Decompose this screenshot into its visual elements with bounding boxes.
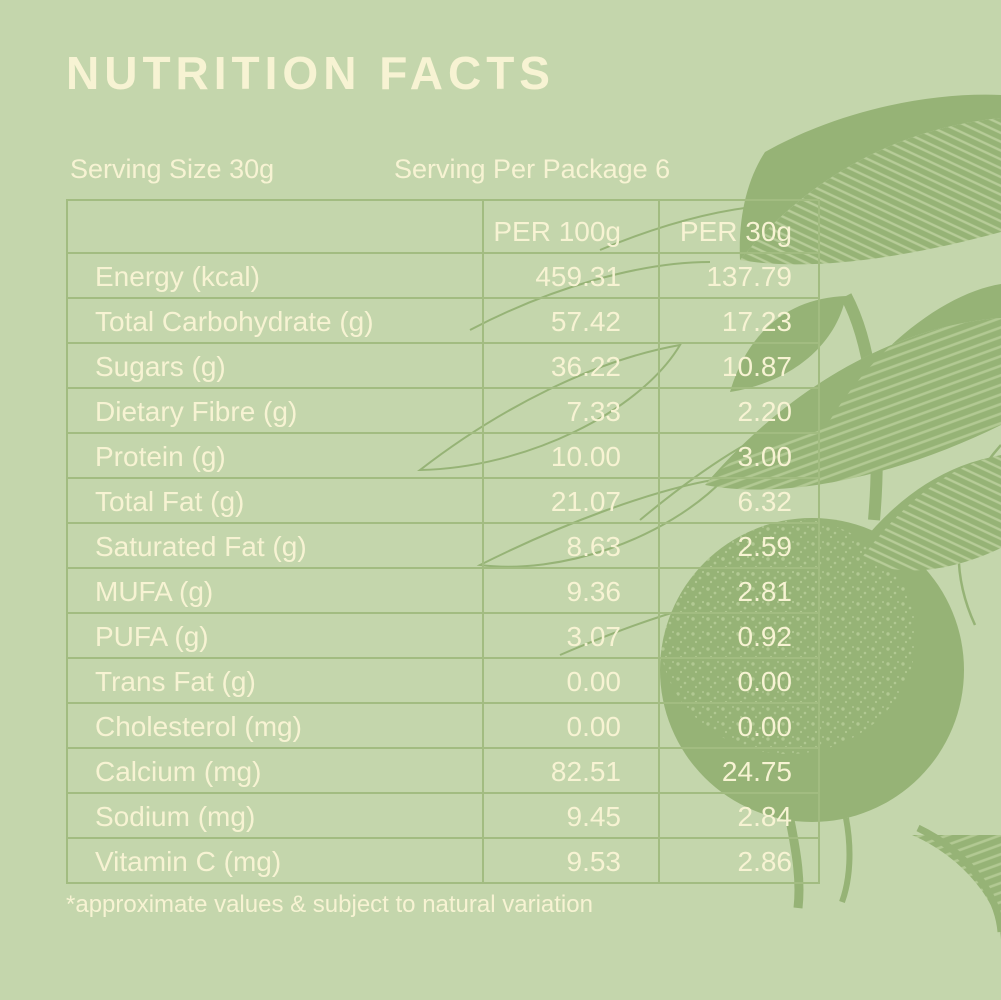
nutrient-label: Protein (g) bbox=[67, 433, 483, 478]
per30g-value: 24.75 bbox=[659, 748, 819, 793]
footnote: *approximate values & subject to natural… bbox=[66, 891, 593, 918]
nutrient-label: Cholesterol (mg) bbox=[67, 703, 483, 748]
nutrient-label: Total Carbohydrate (g) bbox=[67, 298, 483, 343]
per30g-value: 17.23 bbox=[659, 298, 819, 343]
per30g-value: 0.00 bbox=[659, 658, 819, 703]
per100g-value: 7.33 bbox=[483, 388, 659, 433]
per30g-value: 3.00 bbox=[659, 433, 819, 478]
per30g-value: 0.92 bbox=[659, 613, 819, 658]
page-title: NUTRITION FACTS bbox=[66, 47, 555, 99]
per100g-value: 8.63 bbox=[483, 523, 659, 568]
nutrient-label: Dietary Fibre (g) bbox=[67, 388, 483, 433]
per100g-value: 3.07 bbox=[483, 613, 659, 658]
per100g-value: 0.00 bbox=[483, 658, 659, 703]
per100g-value: 10.00 bbox=[483, 433, 659, 478]
per30g-value: 2.81 bbox=[659, 568, 819, 613]
serving-size-label: Serving Size 30g bbox=[70, 154, 275, 184]
nutrient-label: Sodium (mg) bbox=[67, 793, 483, 838]
per100g-value: 9.36 bbox=[483, 568, 659, 613]
nutrition-table: PER 100g PER 30g Energy (kcal) 459.31 137.… bbox=[66, 199, 820, 884]
per30g-value: 2.20 bbox=[659, 388, 819, 433]
nutrient-label: Trans Fat (g) bbox=[67, 658, 483, 703]
column-header-per100g: PER 100g bbox=[483, 200, 659, 253]
nutrient-label: Sugars (g) bbox=[67, 343, 483, 388]
nutrient-label: Saturated Fat (g) bbox=[67, 523, 483, 568]
per100g-value: 0.00 bbox=[483, 703, 659, 748]
per30g-value: 0.00 bbox=[659, 703, 819, 748]
nutrient-label: Energy (kcal) bbox=[67, 253, 483, 298]
per30g-value: 2.59 bbox=[659, 523, 819, 568]
per100g-value: 21.07 bbox=[483, 478, 659, 523]
per30g-value: 2.84 bbox=[659, 793, 819, 838]
column-header-nutrient bbox=[67, 200, 483, 253]
fruit-icon bbox=[660, 518, 964, 909]
per100g-value: 36.22 bbox=[483, 343, 659, 388]
per30g-value: 6.32 bbox=[659, 478, 819, 523]
per100g-value: 9.45 bbox=[483, 793, 659, 838]
nutrient-label: Vitamin C (mg) bbox=[67, 838, 483, 883]
nutrient-label: Calcium (mg) bbox=[67, 748, 483, 793]
leaf-icon bbox=[705, 94, 1001, 571]
per100g-value: 82.51 bbox=[483, 748, 659, 793]
per30g-value: 2.86 bbox=[659, 838, 819, 883]
serving-per-package-label: Serving Per Package 6 bbox=[394, 154, 671, 184]
per100g-value: 9.53 bbox=[483, 838, 659, 883]
leaf-icon bbox=[912, 824, 1001, 940]
column-header-per30g: PER 30g bbox=[659, 200, 819, 253]
nutrient-label: PUFA (g) bbox=[67, 613, 483, 658]
per30g-value: 10.87 bbox=[659, 343, 819, 388]
per100g-value: 459.31 bbox=[483, 253, 659, 298]
nutrient-label: Total Fat (g) bbox=[67, 478, 483, 523]
per100g-value: 57.42 bbox=[483, 298, 659, 343]
per30g-value: 137.79 bbox=[659, 253, 819, 298]
nutrient-label: MUFA (g) bbox=[67, 568, 483, 613]
